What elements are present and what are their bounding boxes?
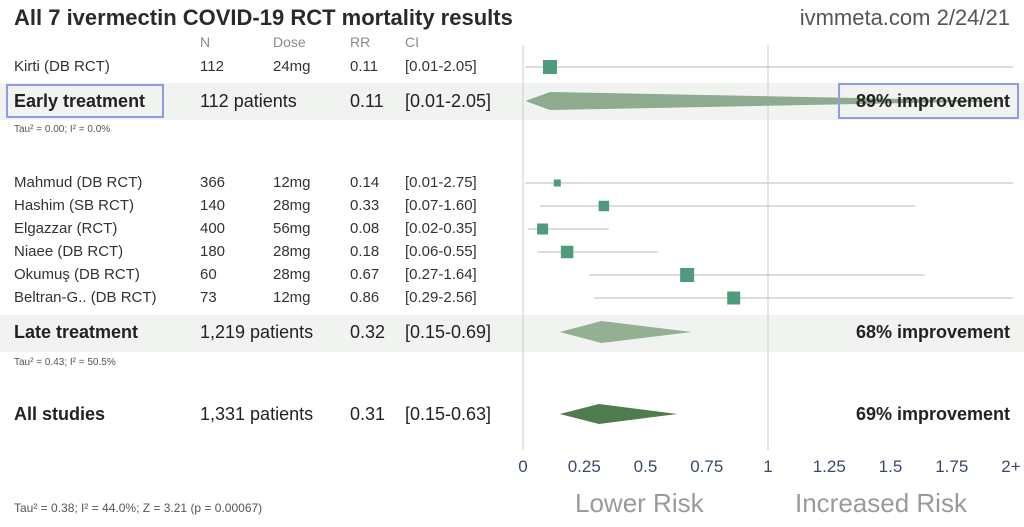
x-tick-label: 0.75: [690, 457, 724, 476]
late-treatment-diamond: [559, 321, 693, 343]
x-tick-label: 2+: [1001, 457, 1021, 476]
study-ci: [0.02-0.35]: [405, 220, 477, 237]
study-dose: 28mg: [273, 243, 311, 260]
early-treatment-rr: 0.11: [350, 91, 384, 111]
study-n: 180: [200, 243, 226, 260]
early-treatment-improvement: 89% improvement: [855, 91, 1010, 111]
source-label: ivmmeta.com 2/24/21: [799, 5, 1010, 30]
study-name: Hashim (SB RCT): [14, 197, 135, 214]
all-studies-label: All studies: [14, 404, 106, 424]
late-treatment-band: [0, 315, 1024, 352]
study-ci: [0.29-2.56]: [405, 289, 477, 306]
study-dose: 28mg: [273, 197, 311, 214]
x-tick-label: 1.75: [935, 457, 969, 476]
x-tick-label: 0.5: [633, 457, 658, 476]
study-dose: 24mg: [273, 58, 311, 75]
early-treatment-patients: 112 patients: [200, 91, 297, 111]
study-marker: [553, 179, 561, 187]
late-heterogeneity: Tau² = 0.43; I² = 50.5%: [14, 357, 116, 368]
x-tick-label: 1.5: [878, 457, 903, 476]
study-name: Kirti (DB RCT): [14, 58, 110, 75]
study-ci: [0.07-1.60]: [405, 197, 477, 214]
study-rr: 0.14: [350, 174, 380, 191]
study-n: 400: [200, 220, 226, 237]
study-ci: [0.01-2.05]: [405, 58, 477, 75]
study-rr: 0.11: [350, 58, 379, 75]
study-n: 112: [200, 58, 224, 75]
x-tick-label: 0: [518, 457, 528, 476]
study-dose: 12mg: [273, 174, 311, 191]
study-name: Niaee (DB RCT): [14, 243, 124, 260]
late-treatment-ci: [0.15-0.69]: [405, 322, 492, 342]
all-studies-improvement: 69% improvement: [855, 404, 1010, 424]
early-treatment-ci: [0.01-2.05]: [405, 91, 492, 111]
early-improvement-highlight: [838, 83, 1019, 119]
study-marker: [542, 60, 557, 74]
x-tick-label: 0.25: [567, 457, 601, 476]
all-studies-rr: 0.31: [350, 404, 386, 424]
study-rr: 0.86: [350, 289, 380, 306]
late-treatment-rr: 0.32: [350, 322, 386, 342]
study-marker: [598, 200, 610, 212]
study-ci: [0.01-2.75]: [405, 174, 477, 191]
overall-heterogeneity: Tau² = 0.38; I² = 44.0%; Z = 3.21 (p = 0…: [14, 501, 263, 515]
all-studies-ci: [0.15-0.63]: [405, 404, 492, 424]
study-ci: [0.06-0.55]: [405, 243, 477, 260]
study-n: 140: [200, 197, 226, 214]
study-n: 366: [200, 174, 226, 191]
study-marker: [560, 245, 574, 259]
page-title: All 7 ivermectin COVID-19 RCT mortality …: [14, 5, 513, 30]
study-name: Mahmud (DB RCT): [14, 174, 143, 191]
study-n: 60: [200, 266, 217, 283]
early-heterogeneity: Tau² = 0.00; I² = 0.0%: [14, 124, 111, 135]
study-marker: [680, 268, 695, 282]
study-ci: [0.27-1.64]: [405, 266, 477, 283]
column-header-rr: RR: [350, 34, 371, 50]
late-treatment-patients: 1,219 patients: [200, 322, 314, 342]
study-name: Beltran-G.. (DB RCT): [14, 289, 157, 306]
all-studies-patients: 1,331 patients: [200, 404, 314, 424]
study-marker: [727, 291, 741, 305]
early-treatment-highlight: [6, 84, 164, 118]
overall-diamond: [559, 404, 678, 424]
late-treatment-improvement: 68% improvement: [855, 322, 1010, 342]
study-name: Okumuş (DB RCT): [14, 266, 140, 283]
increased-risk-label: Increased Risk: [795, 488, 967, 518]
study-marker: [537, 223, 549, 235]
study-rr: 0.33: [350, 197, 380, 214]
study-rr: 0.08: [350, 220, 380, 237]
late-treatment-label: Late treatment: [14, 322, 139, 342]
study-rr: 0.67: [350, 266, 380, 283]
lower-risk-label: Lower Risk: [575, 488, 704, 518]
study-name: Elgazzar (RCT): [14, 220, 118, 237]
study-dose: 12mg: [273, 289, 311, 306]
study-dose: 28mg: [273, 266, 311, 283]
early-treatment-label: Early treatment: [14, 91, 146, 111]
x-tick-label: 1.25: [812, 457, 846, 476]
column-header-n: N: [200, 34, 211, 50]
study-rr: 0.18: [350, 243, 380, 260]
study-dose: 56mg: [273, 220, 311, 237]
x-tick-label: 1: [763, 457, 773, 476]
study-n: 73: [200, 289, 217, 306]
column-header-dose: Dose: [273, 34, 306, 50]
column-header-ci: CI: [405, 34, 419, 50]
early-treatment-diamond: [525, 92, 1013, 110]
